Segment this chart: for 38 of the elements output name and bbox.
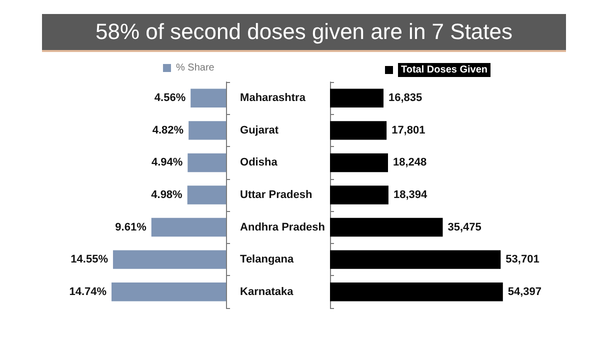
bar	[188, 153, 226, 172]
data-label: 18,248	[392, 156, 427, 169]
data-label: 14.55%	[70, 254, 108, 266]
bar	[187, 186, 226, 204]
data-label: 4.56%	[154, 92, 186, 104]
y-tick-label: Karnataka	[240, 286, 294, 298]
y-tick-label: Andhra Pradesh	[240, 221, 326, 234]
legend-label: % Share	[176, 62, 215, 74]
data-label: 18,394	[393, 189, 428, 201]
data-label: 14.74%	[69, 286, 107, 298]
y-tick-label: Gujarat	[240, 124, 279, 136]
bar	[330, 121, 387, 140]
data-label: 17,801	[392, 124, 426, 136]
bar	[330, 88, 384, 108]
bar	[112, 282, 226, 302]
data-label: 53,701	[506, 254, 540, 266]
bar	[151, 218, 226, 237]
bar	[330, 186, 388, 204]
bar	[190, 88, 226, 108]
bar	[330, 282, 503, 302]
data-label: 4.94%	[151, 156, 183, 169]
text: 58% of second doses given are in 7 States	[42, 14, 566, 52]
y-tick-label: Maharashtra	[240, 92, 306, 104]
bar	[330, 250, 501, 269]
y-tick-label: Odisha	[240, 156, 278, 169]
data-label: 4.98%	[151, 189, 183, 201]
data-label: 4.82%	[152, 124, 184, 136]
data-label: 9.61%	[115, 221, 147, 234]
legend-label: Total Doses Given	[401, 64, 488, 76]
bar	[112, 250, 226, 269]
bar	[330, 218, 443, 237]
y-tick-label: Uttar Pradesh	[240, 189, 312, 201]
data-label: 16,835	[388, 92, 422, 104]
data-label: 54,397	[508, 286, 542, 298]
bar	[188, 121, 226, 140]
bar	[330, 153, 388, 172]
data-label: 35,475	[448, 221, 482, 234]
y-tick-label: Telangana	[240, 254, 295, 266]
